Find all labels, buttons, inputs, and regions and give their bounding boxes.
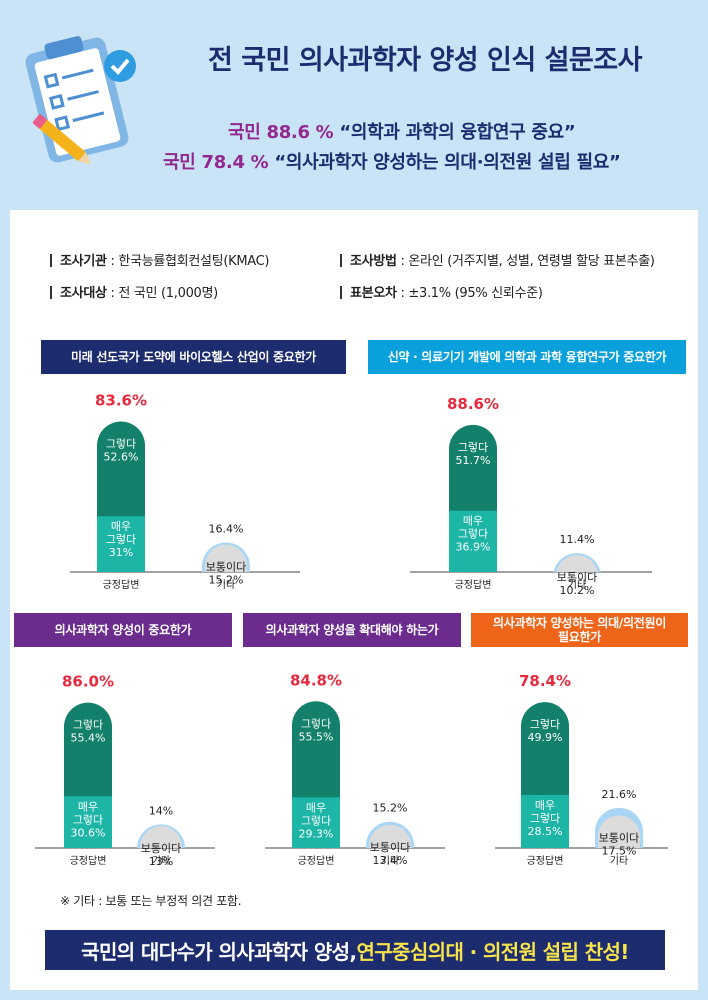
bar-positive-strongly-agree <box>521 794 569 848</box>
meta-key: 조사대상 <box>60 286 107 301</box>
data-label-other-total: 11.4% <box>560 533 595 546</box>
data-label-agree: 그렇다 51.7% <box>456 441 491 467</box>
tick-label-positive: 긍정답변 <box>103 579 140 591</box>
meta-value: : 한국능률협회컨설팅(KMAC) <box>106 254 270 269</box>
chart-2-title: 신약 · 의료기기 개발에 의학과 과학 융합연구가 중요한가 <box>368 340 686 374</box>
data-label-positive-total: 86.0% <box>62 673 114 691</box>
bar-positive-strongly-agree <box>64 796 112 848</box>
chart-3-title: 의사과학자 양성이 중요한가 <box>14 613 232 647</box>
data-label-neutral: 보통이다 17.5% <box>599 831 639 857</box>
tick-label-other: 기타 <box>152 855 170 867</box>
tick-label-other: 기타 <box>610 855 628 867</box>
data-label-agree: 그렇다 52.6% <box>104 438 139 464</box>
headline-2: 국민 78.4 % “의사과학자 양성하는 의대·의전원 설립 필요” <box>163 148 621 174</box>
banner-text-1: 국민의 대다수가 의사과학자 양성, <box>81 939 357 964</box>
bar-positive-strongly-agree <box>292 797 340 848</box>
bar-other-neutral <box>140 826 182 848</box>
data-label-other-total: 14% <box>149 804 173 817</box>
data-label-strongly-agree: 매우 그렇다 36.9% <box>456 515 491 554</box>
meta-bar <box>50 254 52 267</box>
tick-label-other: 기타 <box>381 855 399 867</box>
headline-1-pct: 국민 88.6 % <box>228 122 334 143</box>
bar-other-neutral <box>556 555 598 577</box>
data-label-strongly-agree: 매우 그렇다 30.6% <box>71 800 106 839</box>
data-label-other-total: 15.2% <box>373 802 408 815</box>
data-label-positive-total: 78.4% <box>519 672 571 690</box>
data-label-other-total: 21.6% <box>602 788 637 801</box>
chart-5-title: 의사과학자 양성하는 의대/의전원이 필요한가 <box>471 613 688 647</box>
survey-method: 조사방법 : 온라인 (거주지별, 성별, 연령별 할당 표본추출) <box>340 250 655 269</box>
data-label-neutral: 보통이다 13% <box>141 842 181 868</box>
data-label-agree: 그렇다 49.9% <box>528 718 563 744</box>
meta-value: : ±3.1% (95% 신뢰수준) <box>396 286 543 301</box>
meta-key: 표본오차 <box>350 286 397 301</box>
chart-1-title: 미래 선도국가 도약에 바이오헬스 산업이 중요한가 <box>41 340 346 374</box>
clipboard-checklist-icon <box>25 36 136 165</box>
headline-1-quote: “의학과 과학의 융합연구 중요” <box>339 122 576 143</box>
conclusion-banner: 국민의 대다수가 의사과학자 양성, 연구중심의대 · 의전원 설립 찬성! <box>45 930 665 970</box>
data-label-neutral: 보통이다 15.2% <box>206 561 246 587</box>
tick-label-other: 기타 <box>568 579 586 591</box>
data-label-positive-total: 83.6% <box>95 392 147 410</box>
data-label-strongly-agree: 매우 그렇다 31% <box>106 520 136 559</box>
headline-1: 국민 88.6 % “의학과 과학의 융합연구 중요” <box>228 118 576 144</box>
survey-error: 표본오차 : ±3.1% (95% 신뢰수준) <box>340 282 543 301</box>
chart-4-title: 의사과학자 양성을 확대해야 하는가 <box>243 613 461 647</box>
data-label-neutral: 보통이다 13.4% <box>370 841 410 867</box>
meta-bar <box>50 286 52 299</box>
bar-positive-strongly-agree <box>449 510 497 572</box>
survey-target: 조사대상 : 전 국민 (1,000명) <box>50 282 218 301</box>
bar-positive-strongly-agree <box>97 516 145 572</box>
bar-other-neutral <box>205 544 247 572</box>
tick-label-other: 기타 <box>217 579 235 591</box>
headline-2-quote: “의사과학자 양성하는 의대·의전원 설립 필요” <box>274 152 621 173</box>
page-title: 전 국민 의사과학자 양성 인식 설문조사 <box>208 45 642 76</box>
tick-label-positive: 긍정답변 <box>298 855 335 867</box>
meta-bar <box>340 254 342 267</box>
survey-agency: 조사기관 : 한국능률협회컨설팅(KMAC) <box>50 250 269 269</box>
data-label-agree: 그렇다 55.4% <box>71 719 106 745</box>
meta-key: 조사기관 <box>60 254 107 269</box>
tick-label-positive: 긍정답변 <box>70 855 107 867</box>
bar-other-neutral <box>598 815 640 848</box>
data-label-positive-total: 88.6% <box>447 395 499 413</box>
data-label-strongly-agree: 매우 그렇다 28.5% <box>528 799 563 838</box>
headline-2-pct: 국민 78.4 % <box>163 152 269 173</box>
footnote: ※ 기타 : 보통 또는 부정적 의견 포함. <box>60 894 242 908</box>
bar-other-neutral <box>369 824 411 848</box>
data-label-neutral: 보통이다 10.2% <box>557 571 597 597</box>
meta-bar <box>340 286 342 299</box>
meta-value: : 전 국민 (1,000명) <box>106 286 218 301</box>
header: 전 국민 의사과학자 양성 인식 설문조사 국민 88.6 % “의학과 과학의… <box>0 0 708 205</box>
data-label-agree: 그렇다 55.5% <box>299 717 334 743</box>
banner-text-2: 연구중심의대 · 의전원 설립 찬성! <box>356 939 629 964</box>
tick-label-positive: 긍정답변 <box>455 579 492 591</box>
meta-value: : 온라인 (거주지별, 성별, 연령별 할당 표본추출) <box>396 254 655 269</box>
data-label-other-total: 16.4% <box>209 522 244 535</box>
data-label-positive-total: 84.8% <box>290 671 342 689</box>
tick-label-positive: 긍정답변 <box>527 855 564 867</box>
data-label-strongly-agree: 매우 그렇다 29.3% <box>299 801 334 840</box>
meta-key: 조사방법 <box>350 254 397 269</box>
